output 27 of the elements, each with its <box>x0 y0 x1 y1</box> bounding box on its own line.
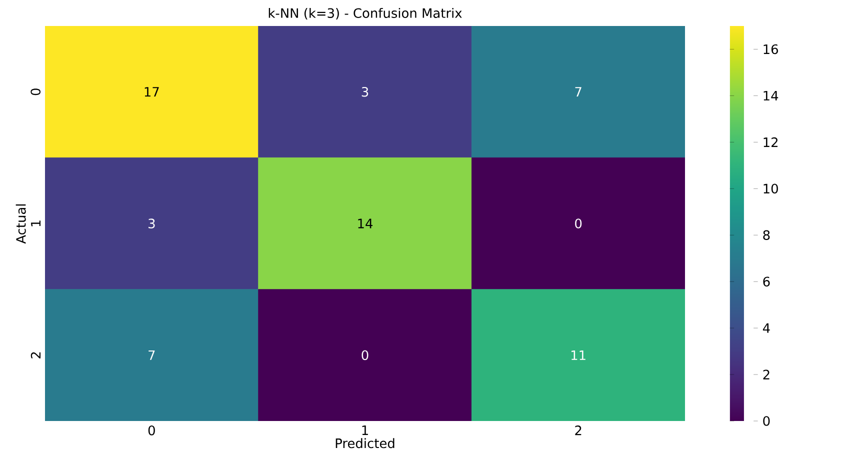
color-bar-label: 0 <box>763 416 770 426</box>
color-bar-label: 8 <box>763 230 770 240</box>
y-tick-label: 0 <box>30 88 40 96</box>
data-label: 14 <box>358 218 373 228</box>
data-label: 3 <box>362 86 368 97</box>
data-label: 7 <box>148 350 155 360</box>
color-bar-label: 10 <box>764 184 778 194</box>
color-bar-label: 6 <box>763 276 770 286</box>
color-bar-label: 16 <box>764 44 778 54</box>
data-label: 11 <box>572 350 586 360</box>
y-tick-label: 1 <box>31 220 40 226</box>
color-bar-label: 2 <box>763 370 770 380</box>
data-label: 0 <box>575 218 582 228</box>
data-label: 7 <box>575 87 582 97</box>
color-bar-label: 14 <box>764 90 778 100</box>
y-axis-title: Actual <box>16 204 26 244</box>
color-bar-label: 12 <box>764 137 778 147</box>
x-tick-label: 0 <box>148 426 155 436</box>
data-label: 3 <box>148 218 155 228</box>
chart-title: k-NN (k=3) - Confusion Matrix <box>268 8 462 20</box>
data-label: 17 <box>144 87 159 97</box>
data-label: 0 <box>362 350 368 360</box>
x-axis-title: Predicted <box>336 438 394 448</box>
x-tick-label: 2 <box>575 426 582 436</box>
color-bar-label: 4 <box>762 323 770 333</box>
x-tick-label: 1 <box>362 426 368 435</box>
y-tick-label: 2 <box>30 352 40 358</box>
